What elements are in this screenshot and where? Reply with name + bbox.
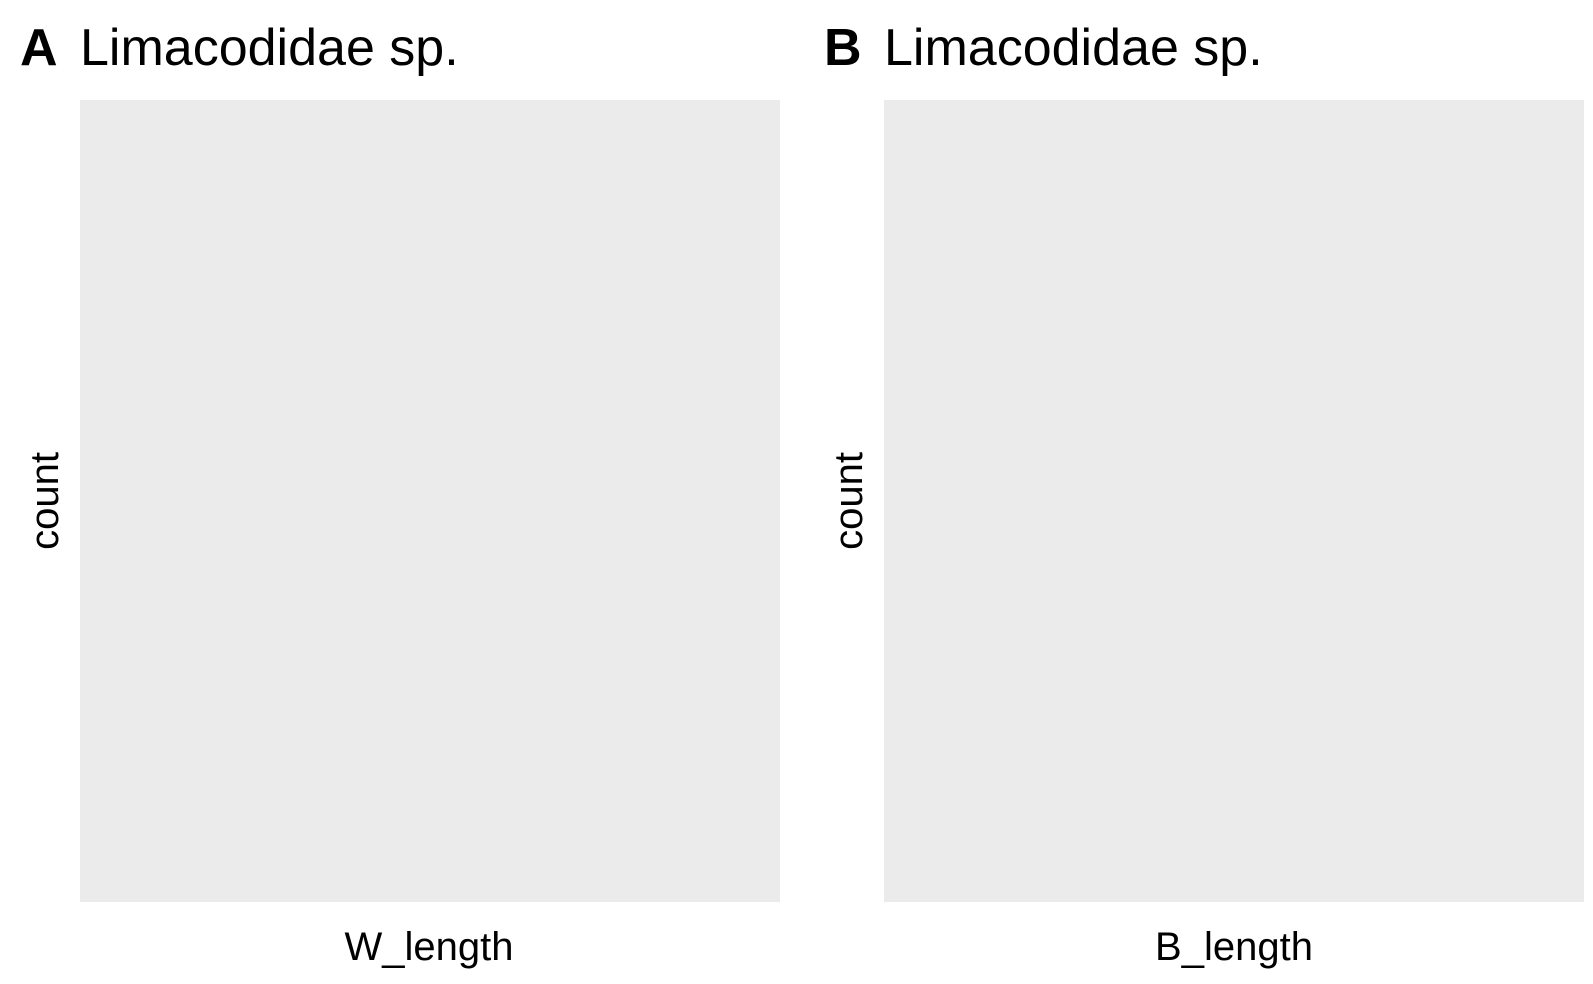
panel-b-y-axis-label: count: [827, 452, 871, 550]
panel-b-title: Limacodidae sp.: [884, 19, 1263, 77]
panel-a-tag: A: [20, 19, 58, 77]
panel-a-plot-area: [80, 100, 780, 902]
panel-b-x-axis-label: B_length: [1155, 925, 1313, 969]
panel-a-x-axis-label: W_length: [345, 925, 514, 969]
panel-b: B Limacodidae sp. count B_length: [824, 19, 1584, 969]
panel-b-plot-area: [884, 100, 1584, 902]
panel-a: A Limacodidae sp. count W_length: [20, 19, 780, 969]
panel-a-title: Limacodidae sp.: [80, 19, 459, 77]
panel-a-y-axis-label: count: [23, 452, 67, 550]
panel-b-tag: B: [824, 19, 862, 77]
